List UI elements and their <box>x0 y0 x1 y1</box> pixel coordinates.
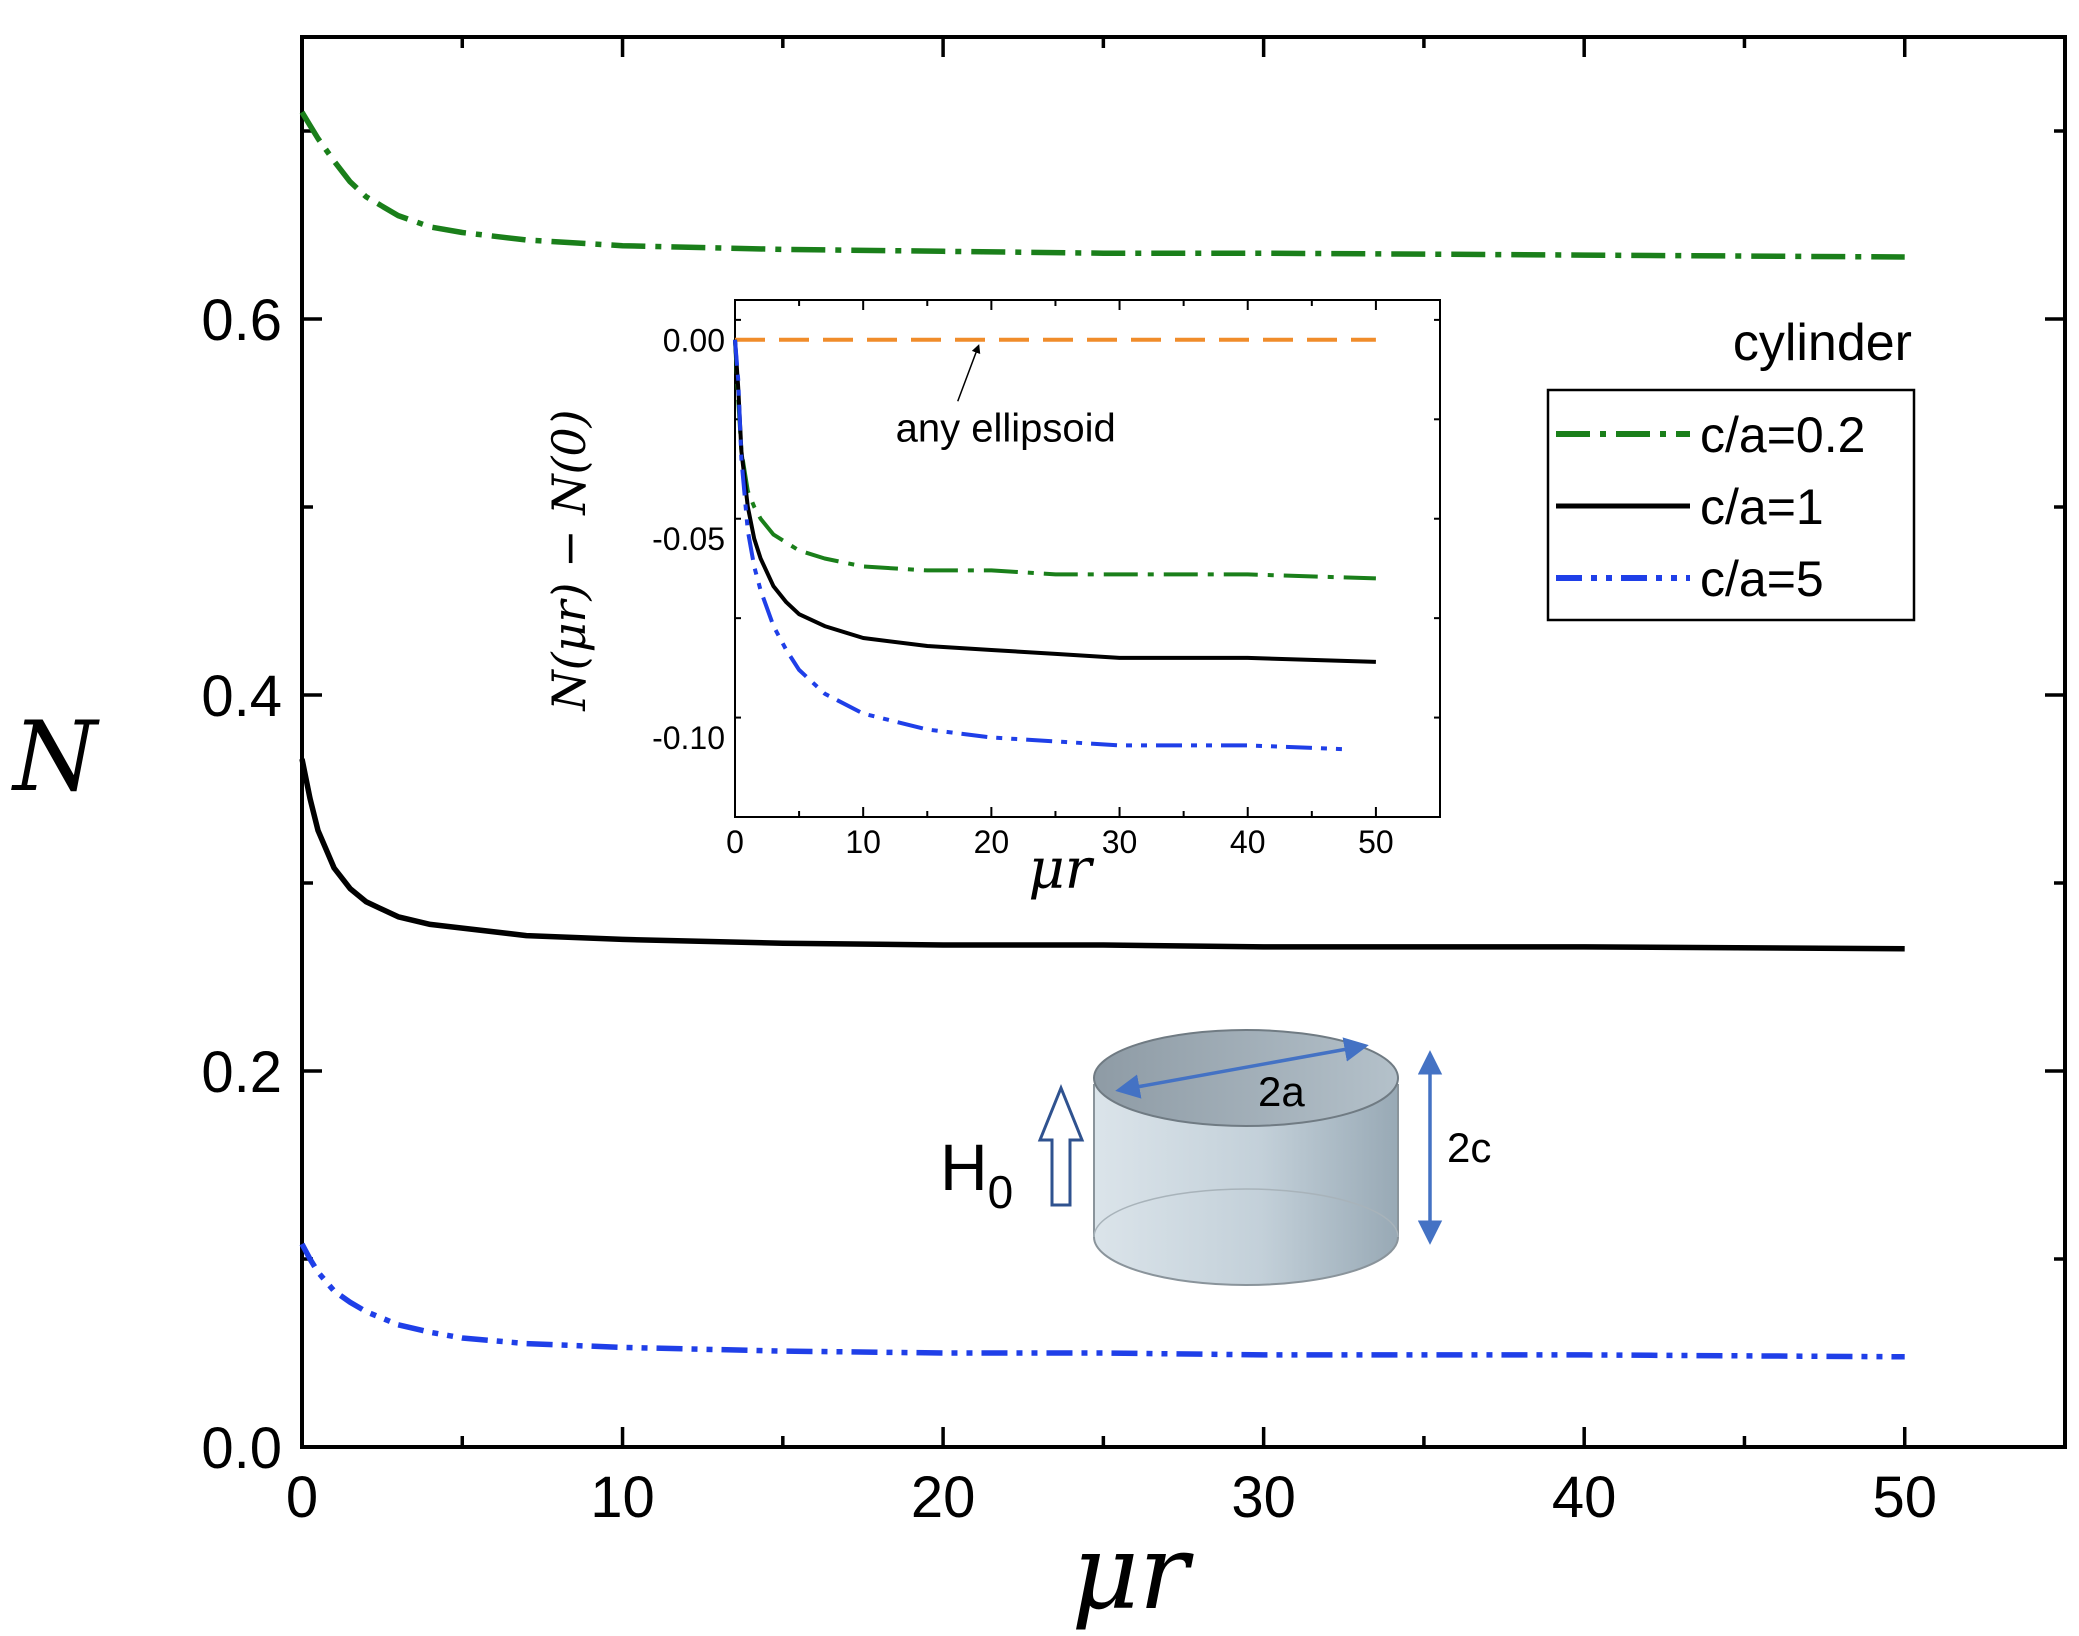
height-label: 2c <box>1447 1124 1491 1171</box>
inset-y-tick-labels: 0.00 -0.05 -0.10 <box>652 322 725 756</box>
inset-axis-ticks <box>734 300 1441 818</box>
inset-x-tick-labels: 0 10 20 30 40 50 <box>726 824 1394 860</box>
legend: cylinder c/a=0.2 c/a=1 c/a=5 <box>1546 314 1916 622</box>
diameter-label: 2a <box>1258 1068 1305 1115</box>
legend-label-black: c/a=1 <box>1700 479 1824 535</box>
legend-label-blue: c/a=5 <box>1700 551 1824 607</box>
inset-y-axis-label: N(μr) − N(0) <box>542 409 596 711</box>
inset-annotation-text: any ellipsoid <box>896 406 1116 450</box>
main-x-tick-label: 50 <box>1872 1465 1937 1530</box>
cylinder-diagram: 2a 2c H0 <box>940 1029 1491 1286</box>
main-x-tick-label: 40 <box>1552 1465 1617 1530</box>
main-x-tick-label: 20 <box>911 1465 976 1530</box>
main-y-tick-label: 0.6 <box>201 288 282 353</box>
cylinder-top <box>1093 1029 1399 1127</box>
inset-y-tick-label: -0.05 <box>652 521 725 557</box>
inset-plot-frame <box>734 299 1441 818</box>
diameter-arrow <box>1115 1037 1369 1099</box>
inset-x-tick-label: 50 <box>1358 824 1394 860</box>
main-x-tick-labels: 0 10 20 30 40 50 <box>286 1465 1937 1530</box>
main-series-green <box>299 110 1905 260</box>
inset-x-tick-label: 10 <box>845 824 881 860</box>
main-axis-ticks <box>300 37 2067 1449</box>
inset-plot: 0 10 20 30 40 50 0.00 -0.05 -0.10 any ellipsoid… <box>542 299 1441 902</box>
main-y-tick-label: 0.0 <box>201 1416 282 1481</box>
inset-series-group <box>733 337 1376 752</box>
main-y-axis-label: N <box>11 701 100 813</box>
main-y-tick-label: 0.2 <box>201 1040 282 1105</box>
main-y-tick-labels: 0.0 0.2 0.4 0.6 <box>201 288 282 1481</box>
main-x-tick-label: 0 <box>286 1465 318 1530</box>
main-series-group <box>299 110 1905 1360</box>
inset-x-axis-label: μr <box>1028 837 1094 902</box>
main-y-tick-label: 0.4 <box>201 664 282 729</box>
main-x-tick-label: 10 <box>590 1465 655 1530</box>
inset-x-tick-label: 20 <box>974 824 1010 860</box>
cylinder-bottom-rim <box>1093 1188 1399 1238</box>
legend-title: cylinder <box>1733 314 1912 372</box>
inset-y-tick-label: 0.00 <box>663 322 725 358</box>
inset-x-tick-label: 40 <box>1230 824 1266 860</box>
main-x-axis-label: μr <box>1071 1511 1194 1633</box>
field-label-sub: 0 <box>988 1166 1014 1218</box>
inset-annotation-arrow <box>957 344 981 402</box>
field-arrow-icon <box>1037 1083 1085 1207</box>
main-plot: 0 10 20 30 40 50 0.0 0.2 0.4 0.6 μr N <box>11 35 2067 1633</box>
cylinder-body <box>1093 1084 1399 1286</box>
main-plot-frame <box>300 35 2067 1449</box>
main-x-tick-label: 30 <box>1231 1465 1296 1530</box>
field-label: H0 <box>940 1130 1013 1218</box>
main-series-black <box>299 758 1905 952</box>
legend-label-green: c/a=0.2 <box>1700 407 1865 463</box>
inset-x-tick-label: 30 <box>1102 824 1138 860</box>
field-label-main: H <box>940 1130 988 1204</box>
inset-x-tick-label: 0 <box>726 824 744 860</box>
inset-series-blue <box>733 339 1351 752</box>
inset-y-tick-label: -0.10 <box>652 720 725 756</box>
main-series-blue <box>299 1242 1905 1360</box>
